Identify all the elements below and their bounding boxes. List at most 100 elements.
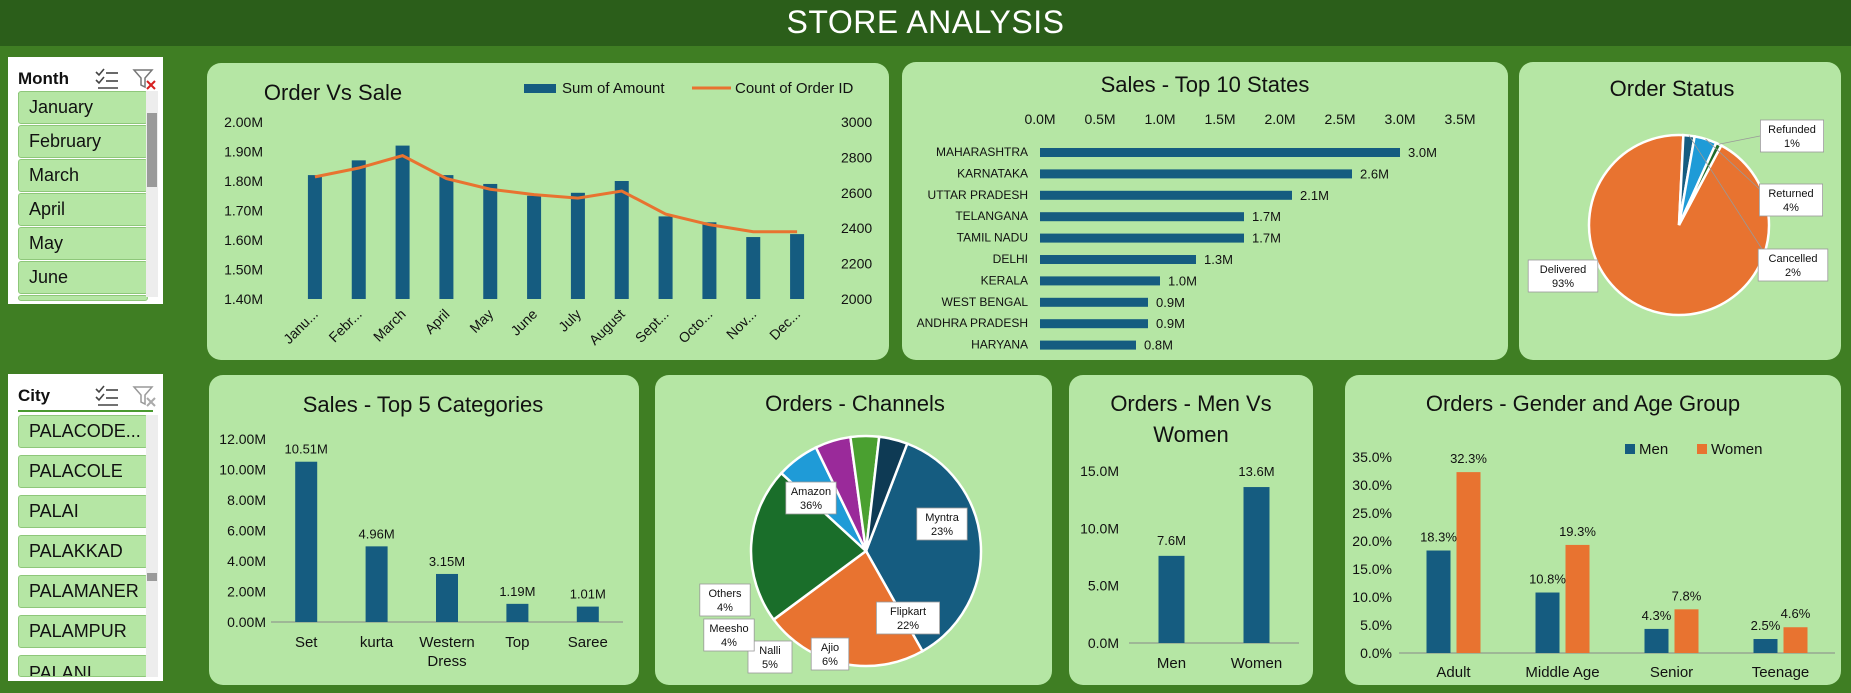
data-label: 4.6%	[1781, 606, 1811, 621]
x-tick-label: Saree	[568, 634, 608, 651]
bar	[436, 573, 458, 622]
slicer-item-city[interactable]: PALANI	[18, 655, 148, 677]
chart-title: Women	[1153, 422, 1228, 447]
data-label: 19.3%	[1559, 524, 1596, 539]
order-status-panel: Order Status Delivered 93% Cancelled 2% Retur…	[1519, 62, 1841, 360]
city-slicer[interactable]: City PALACODE... PALACOLE PALAI PALAKKAD…	[8, 374, 163, 681]
y-tick-label: 0.00M	[227, 614, 266, 630]
y-tick-label: 0.0M	[1088, 635, 1119, 651]
month-slicer-scrollbar[interactable]	[146, 91, 158, 297]
bar	[576, 606, 599, 622]
data-label: Myntra	[925, 512, 960, 524]
order-status-chart: Order Status Delivered 93% Cancelled 2% Retur…	[1527, 76, 1829, 317]
slicer-item-city[interactable]: PALAMPUR	[18, 615, 148, 648]
y-tick-label: 25.0%	[1352, 505, 1392, 521]
x-tick-label: Janu...	[280, 306, 321, 347]
slicer-item-june[interactable]: June	[18, 261, 148, 294]
clear-filter-icon[interactable]	[132, 67, 158, 91]
chart-title: Orders - Gender and Age Group	[1426, 391, 1740, 416]
x-tick-label: July	[555, 306, 584, 335]
x-tick-label: 0.5M	[1084, 111, 1115, 127]
data-label-box	[703, 618, 755, 652]
y-tick-label: 1.80M	[224, 173, 263, 189]
slicer-item-may[interactable]: May	[18, 227, 148, 260]
slicer-item-city[interactable]: PALAMANER	[18, 575, 148, 608]
data-label: 1.19M	[499, 584, 535, 599]
y-tick-label: 15.0%	[1352, 561, 1392, 577]
x-tick-label: June	[507, 306, 540, 339]
month-slicer[interactable]: Month January February March April May J…	[8, 57, 163, 304]
channels-chart: Orders - Channels Amazon 36% Myntra 23% Flipk…	[699, 391, 983, 674]
data-label: 0.9M	[1156, 316, 1185, 331]
category-label: TAMIL NADU	[957, 231, 1028, 245]
clear-filter-icon[interactable]	[132, 384, 158, 408]
slicer-item-city[interactable]: PALACODE...	[18, 415, 148, 448]
slicer-item-march[interactable]: March	[18, 159, 148, 192]
y-tick-label: 5.0M	[1088, 578, 1119, 594]
y-tick-label: 0.0%	[1360, 645, 1392, 661]
data-label: 7.6M	[1157, 533, 1186, 548]
slicer-item-february[interactable]: February	[18, 125, 148, 158]
slicer-item-city[interactable]: PALACOLE	[18, 455, 148, 488]
city-slicer-title: City	[18, 386, 51, 405]
month-slicer-scroll-thumb[interactable]	[147, 113, 157, 187]
bar	[1783, 627, 1808, 653]
x-tick-label: Set	[295, 634, 318, 651]
x-tick-label: Octo...	[675, 306, 715, 346]
data-label: 4%	[721, 637, 737, 649]
multi-select-icon[interactable]	[94, 67, 120, 91]
data-label-box	[916, 507, 968, 541]
data-label: 2.5%	[1751, 618, 1781, 633]
x-tick-label: kurta	[360, 634, 394, 651]
multi-select-icon[interactable]	[94, 384, 120, 408]
bar	[483, 183, 498, 299]
bar	[395, 145, 410, 299]
slicer-item-city[interactable]: PALAKKAD	[18, 535, 148, 568]
bar	[1535, 592, 1560, 653]
x-tick-label: 2.0M	[1264, 111, 1295, 127]
bar	[307, 175, 322, 299]
pie-slice	[864, 442, 983, 653]
chart-title: Orders - Men Vs	[1110, 391, 1271, 416]
data-label: 1.0M	[1168, 273, 1197, 288]
bar	[295, 461, 318, 622]
bar	[570, 192, 585, 299]
city-slicer-scrollbar[interactable]	[146, 415, 158, 677]
data-label: 10.51M	[285, 442, 328, 457]
data-label: 3.0M	[1408, 145, 1437, 160]
slicer-item-partial[interactable]	[18, 295, 148, 301]
data-label-box	[1527, 259, 1599, 293]
city-slicer-header: City	[18, 380, 156, 412]
category-label: WEST BENGAL	[942, 295, 1029, 309]
y-tick-label: 1.90M	[224, 144, 263, 160]
data-label: 13.6M	[1238, 464, 1274, 479]
data-label: 36%	[800, 500, 822, 512]
x-tick-label: Western	[419, 634, 475, 651]
data-label: Returned	[1768, 188, 1813, 200]
header-bar: STORE ANALYSIS	[0, 0, 1851, 46]
data-label-box	[699, 583, 751, 617]
y-tick-label: 1.60M	[224, 232, 263, 248]
y-tick-label: 8.00M	[227, 492, 266, 508]
legend-label: Men	[1639, 441, 1668, 458]
x-tick-label: 2.5M	[1324, 111, 1355, 127]
slicer-item-city[interactable]: PALAI	[18, 495, 148, 528]
data-label: 2.1M	[1300, 188, 1329, 203]
top-states-chart: Sales - Top 10 States 0.0M 0.5M 1.0M 1.5M 2.0…	[917, 72, 1476, 353]
data-label: 2%	[1785, 267, 1801, 279]
y2-tick-label: 2200	[841, 256, 872, 272]
data-label: 23%	[931, 526, 953, 538]
slicer-item-april[interactable]: April	[18, 193, 148, 226]
leader-line	[1705, 138, 1770, 199]
y-tick-label: 2.00M	[227, 584, 266, 600]
slicer-item-january[interactable]: January	[18, 91, 148, 124]
y-tick-label: 1.50M	[224, 262, 263, 278]
category-label: DELHI	[993, 252, 1028, 266]
x-tick-label: Dec...	[766, 306, 803, 343]
men-vs-women-panel: Orders - Men Vs Women 0.0M 5.0M 10.0M 15.0M 7.…	[1069, 375, 1313, 685]
bar	[1040, 340, 1136, 350]
month-slicer-title: Month	[18, 69, 69, 88]
bar	[1040, 212, 1244, 222]
city-slicer-scroll-thumb[interactable]	[147, 573, 157, 581]
bar	[1040, 233, 1244, 243]
